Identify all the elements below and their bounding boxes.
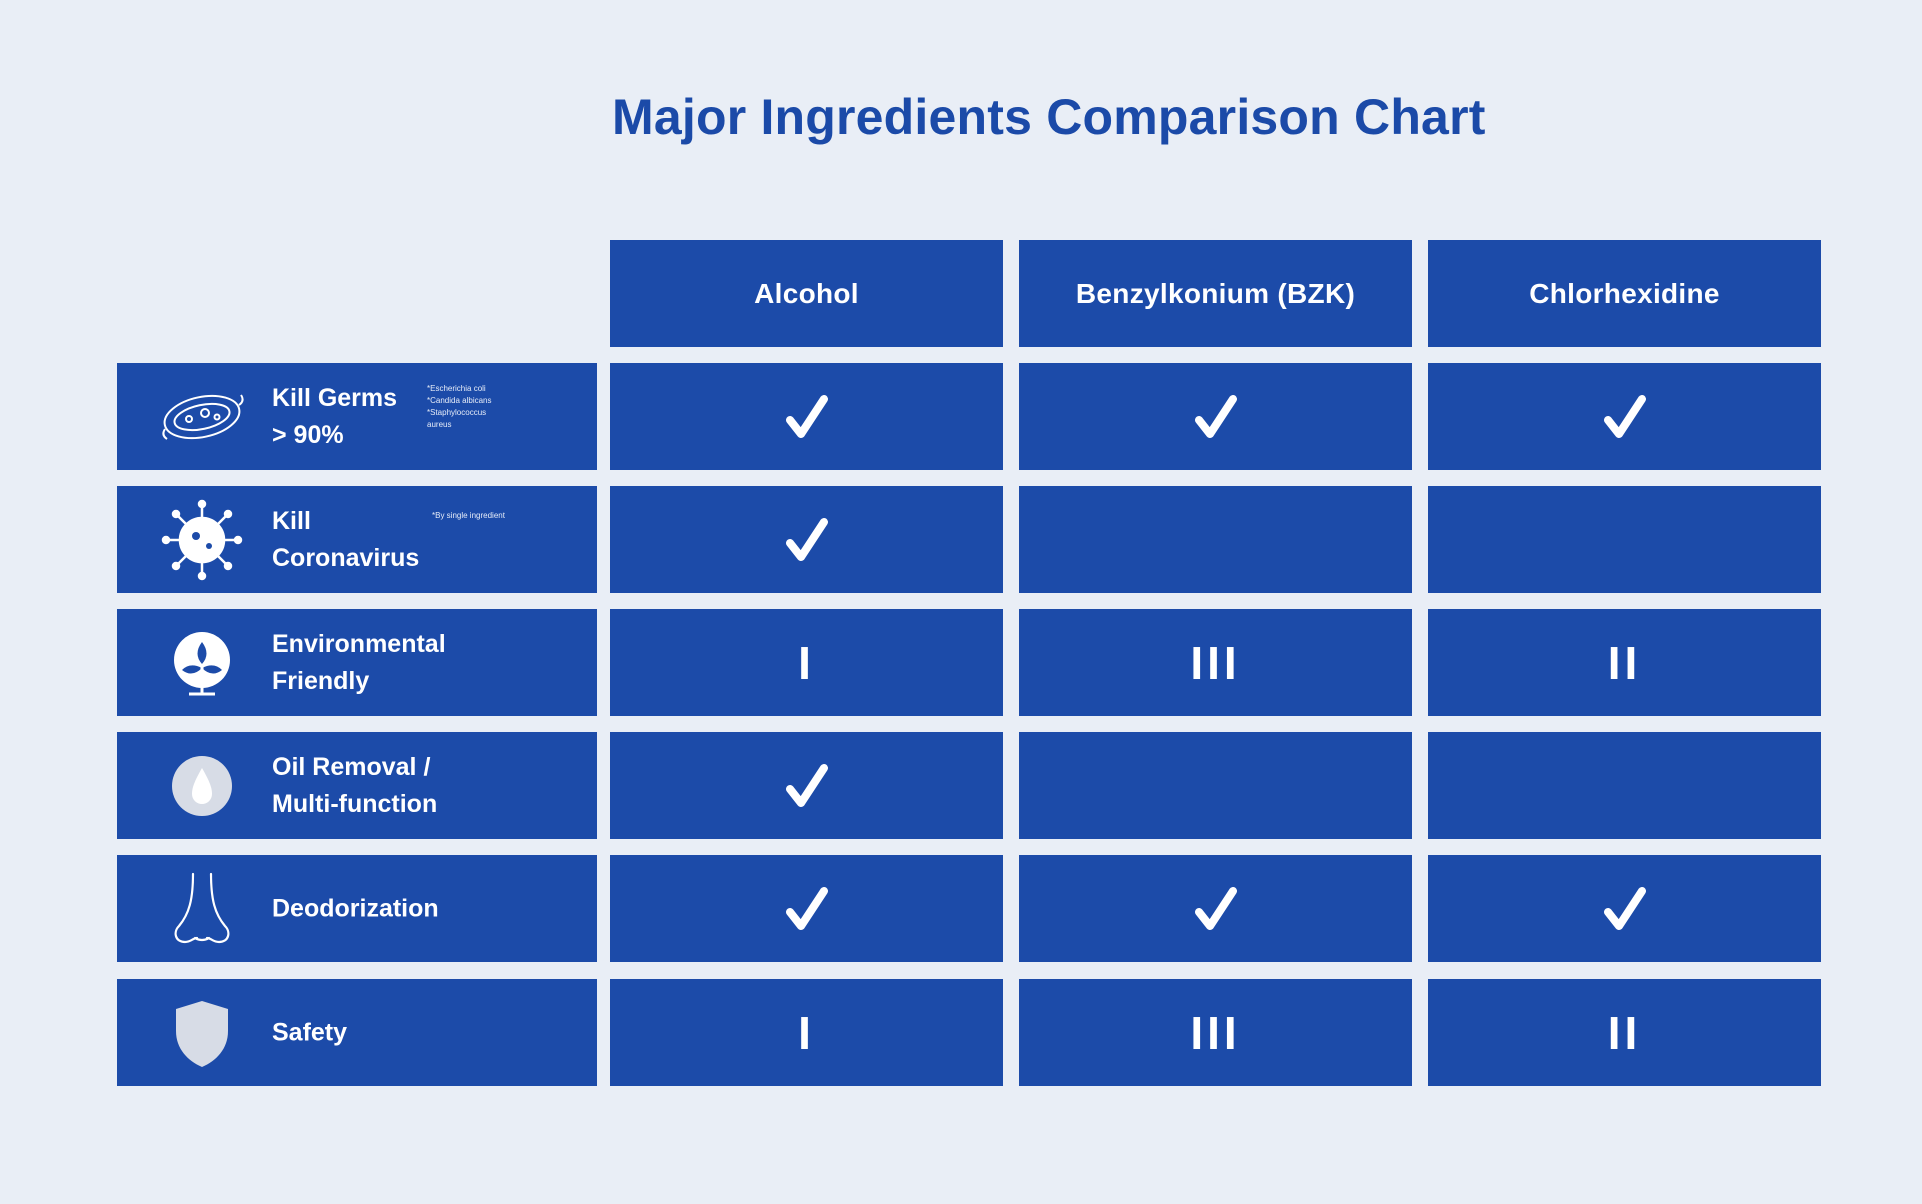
virus-icon bbox=[157, 495, 247, 585]
rating-value: III bbox=[1190, 636, 1241, 689]
check-mark-icon bbox=[785, 886, 828, 932]
column-header-benzylkonium-bzk: Benzylkonium (BZK) bbox=[1019, 240, 1412, 347]
row-footnote-line: aureus bbox=[427, 420, 452, 429]
row-label-line: Oil Removal / bbox=[272, 752, 431, 781]
row-label-oil-removal-multi-function: Oil Removal / Multi-function bbox=[117, 732, 597, 839]
value-cell-safety-benzylkonium-bzk: III bbox=[1019, 979, 1412, 1086]
rating-value: I bbox=[798, 1006, 815, 1059]
check-mark-icon bbox=[1194, 886, 1237, 932]
value-cell-deodorization-chlorhexidine bbox=[1428, 855, 1821, 962]
row-label-line: Friendly bbox=[272, 666, 370, 695]
rating-value: II bbox=[1607, 1006, 1642, 1059]
check-mark-icon bbox=[785, 394, 828, 440]
row-label-line: Coronavirus bbox=[272, 543, 420, 572]
row-label-text: Environmental Friendly bbox=[272, 626, 462, 700]
column-header-chlorhexidine: Chlorhexidine bbox=[1428, 240, 1821, 347]
value-cell-environmental-friendly-benzylkonium-bzk: III bbox=[1019, 609, 1412, 716]
row-footnote: *By single ingredient bbox=[432, 510, 582, 522]
row-label-kill-coronavirus: Kill Coronavirus *By single ingredient bbox=[117, 486, 597, 593]
row-footnote-line: *By single ingredient bbox=[432, 511, 505, 520]
row-label-text: Kill Germs > 90% bbox=[272, 380, 462, 454]
row-label-text: Oil Removal / Multi-function bbox=[272, 749, 462, 823]
value-cell-kill-germs-90-benzylkonium-bzk bbox=[1019, 363, 1412, 470]
value-cell-deodorization-benzylkonium-bzk bbox=[1019, 855, 1412, 962]
value-cell-environmental-friendly-chlorhexidine: II bbox=[1428, 609, 1821, 716]
value-cell-oil-removal-multi-function-alcohol bbox=[610, 732, 1003, 839]
check-mark-icon bbox=[785, 763, 828, 809]
value-cell-kill-germs-90-alcohol bbox=[610, 363, 1003, 470]
row-label-line: Deodorization bbox=[272, 894, 439, 922]
rating-value: III bbox=[1190, 1006, 1241, 1059]
value-cell-oil-removal-multi-function-benzylkonium-bzk bbox=[1019, 732, 1412, 839]
check-mark-icon bbox=[1603, 886, 1646, 932]
rating-value: I bbox=[798, 636, 815, 689]
bacteria-icon bbox=[157, 372, 247, 462]
shield-icon bbox=[157, 988, 247, 1078]
chart-title: Major Ingredients Comparison Chart bbox=[612, 89, 1486, 145]
value-cell-kill-coronavirus-benzylkonium-bzk bbox=[1019, 486, 1412, 593]
row-label-line: Kill bbox=[272, 506, 311, 535]
row-label-line: > 90% bbox=[272, 420, 344, 449]
column-header-alcohol: Alcohol bbox=[610, 240, 1003, 347]
value-cell-environmental-friendly-alcohol: I bbox=[610, 609, 1003, 716]
value-cell-kill-germs-90-chlorhexidine bbox=[1428, 363, 1821, 470]
check-mark-icon bbox=[1194, 394, 1237, 440]
value-cell-safety-chlorhexidine: II bbox=[1428, 979, 1821, 1086]
row-footnote-line: *Candida albicans bbox=[427, 396, 492, 405]
value-cell-kill-coronavirus-alcohol bbox=[610, 486, 1003, 593]
row-label-line: Kill Germs bbox=[272, 383, 398, 412]
rating-value: II bbox=[1607, 636, 1642, 689]
row-label-line: Safety bbox=[272, 1018, 348, 1046]
row-label-text: Kill Coronavirus bbox=[272, 503, 462, 577]
row-footnote: *Escherichia coli *Candida albicans *Staph… bbox=[427, 383, 577, 431]
row-label-deodorization: Deodorization bbox=[117, 855, 597, 962]
row-label-text: Deodorization bbox=[272, 890, 462, 927]
row-footnote-line: *Staphylococcus bbox=[427, 408, 487, 417]
eco-plant-icon bbox=[157, 618, 247, 708]
row-label-text: Safety bbox=[272, 1014, 462, 1051]
row-label-kill-germs-90: Kill Germs > 90% *Escherichia coli *Candida… bbox=[117, 363, 597, 470]
row-label-line: Environmental bbox=[272, 629, 446, 658]
nose-icon bbox=[157, 864, 247, 954]
oil-drop-icon bbox=[157, 741, 247, 831]
value-cell-kill-coronavirus-chlorhexidine bbox=[1428, 486, 1821, 593]
value-cell-deodorization-alcohol bbox=[610, 855, 1003, 962]
row-label-environmental-friendly: Environmental Friendly bbox=[117, 609, 597, 716]
check-mark-icon bbox=[785, 517, 828, 563]
row-label-safety: Safety bbox=[117, 979, 597, 1086]
value-cell-oil-removal-multi-function-chlorhexidine bbox=[1428, 732, 1821, 839]
check-mark-icon bbox=[1603, 394, 1646, 440]
row-footnote-line: *Escherichia coli bbox=[427, 384, 486, 393]
row-label-line: Multi-function bbox=[272, 789, 438, 818]
value-cell-safety-alcohol: I bbox=[610, 979, 1003, 1086]
